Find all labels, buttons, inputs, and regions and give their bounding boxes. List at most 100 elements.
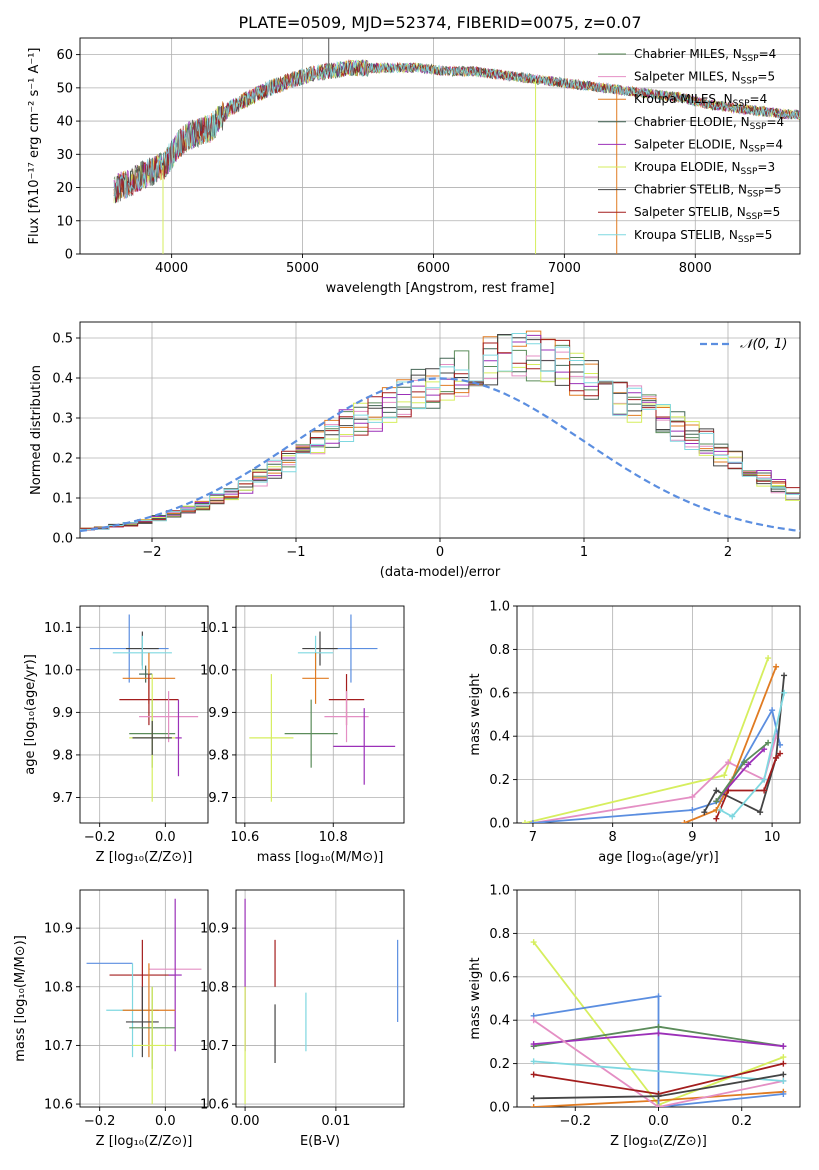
y-tick-label: 10.6 — [200, 1098, 229, 1113]
y-tick-label: 10.8 — [44, 980, 73, 995]
y-tick-label: 0.2 — [489, 1057, 510, 1072]
x-tick-label: 8000 — [679, 261, 712, 276]
legend-entry-sub: SSP — [741, 167, 758, 177]
legend-entry-main: Salpeter MILES, N — [634, 70, 741, 84]
weight-marker — [529, 820, 536, 823]
y-tick-label: 1.0 — [489, 600, 510, 615]
weight-line — [684, 666, 777, 823]
x-tick-label: 0.0 — [648, 1114, 669, 1129]
legend-entry-main: Kroupa ELODIE, N — [634, 160, 741, 174]
x-tick-label: 8 — [609, 830, 617, 845]
mass-vs-ebv-panel: 0.00 0.01 10.6 10.7 10.8 10.9 E(B-V) — [200, 889, 405, 1149]
legend-entry-sub: SSP — [747, 190, 764, 200]
y-axis-label: mass [log₁₀(M/M⊙)] — [13, 935, 28, 1062]
axes-frame — [79, 889, 209, 1108]
y-tick-label: 9.8 — [52, 748, 73, 763]
x-axis-label: E(B-V) — [300, 1134, 340, 1149]
weight-marker — [530, 1104, 537, 1107]
weight-marker — [530, 1058, 537, 1065]
y-tick-label: 0.4 — [52, 372, 73, 387]
weight-marker — [689, 793, 696, 800]
y-axis-label: mass weight — [468, 673, 483, 755]
weight-marker — [761, 746, 768, 753]
weight-marker — [761, 776, 768, 783]
legend-entry: Kroupa MILES, NSSP=4 — [634, 92, 767, 109]
x-tick-label: −0.2 — [84, 830, 116, 845]
legend-entry-tail: =4 — [750, 92, 768, 106]
x-tick-label: 10.8 — [319, 830, 348, 845]
y-tick-label: 10.8 — [200, 980, 229, 995]
y-axis-label: Flux [fλ10⁻¹⁷ erg cm⁻² s⁻¹ A⁻¹] — [27, 48, 42, 245]
y-tick-label: 0.5 — [52, 332, 73, 347]
legend-entry-tail: =3 — [757, 160, 775, 174]
spectrum-lines — [113, 59, 800, 204]
legend-entry-main: Salpeter STELIB, N — [634, 205, 746, 219]
y-axis-label: age [log₁₀(age/yr)] — [23, 654, 38, 775]
y-tick-label: 50 — [56, 81, 73, 96]
legend-entry: Kroupa ELODIE, NSSP=3 — [634, 160, 775, 177]
x-tick-label: 10.6 — [230, 830, 259, 845]
weight-marker — [530, 1095, 537, 1102]
legend-entry-main: Salpeter ELODIE, N — [634, 137, 748, 151]
y-tick-label: 0.0 — [489, 817, 510, 832]
age-vs-mass-panel: 10.6 10.8 9.7 9.8 9.9 10.0 10.1 mass [log₁₀(M/M… — [200, 605, 405, 865]
weight-marker — [713, 787, 720, 794]
x-axis-label: (data-model)/error — [380, 565, 501, 580]
y-tick-label: 0.8 — [489, 643, 510, 658]
weight-marker — [780, 1071, 787, 1078]
weight-marker — [689, 806, 696, 813]
x-tick-label: 0.0 — [155, 830, 176, 845]
y-tick-label: 9.9 — [52, 706, 73, 721]
legend-entry: Chabrier ELODIE, NSSP=4 — [634, 115, 784, 132]
x-tick-label: 0.0 — [155, 1114, 176, 1129]
axes-frame — [235, 605, 405, 824]
weight-marker — [757, 809, 764, 816]
x-tick-label: 7 — [529, 830, 537, 845]
legend-entry-main: Chabrier MILES, N — [634, 47, 742, 61]
legend-entry-sub: SSP — [742, 54, 759, 64]
y-tick-label: 9.9 — [208, 706, 229, 721]
weight-marker — [530, 1041, 537, 1048]
weight-line — [533, 1019, 784, 1107]
weight-marker — [769, 707, 776, 714]
weight-marker — [780, 1043, 787, 1050]
y-tick-label: 0.6 — [489, 686, 510, 701]
y-axis-label: Normed distribution — [29, 365, 44, 495]
normal-curve — [79, 377, 801, 533]
x-tick-label: 7000 — [548, 261, 581, 276]
weight-lines — [521, 655, 788, 823]
y-tick-label: 0.2 — [489, 773, 510, 788]
x-axis-label: Z [log₁₀(Z/Z⊙)] — [610, 1134, 707, 1149]
y-tick-label: 10.7 — [200, 1039, 229, 1054]
weight-marker — [773, 754, 780, 761]
weight-marker — [721, 772, 728, 779]
x-tick-label: −2 — [142, 545, 161, 560]
weight-marker — [530, 939, 537, 946]
errorbar-group — [86, 898, 202, 1105]
legend-entry-tail: =5 — [763, 205, 781, 219]
weight-marker — [655, 993, 662, 1000]
y-tick-label: 0.2 — [52, 452, 73, 467]
weight-marker — [741, 759, 748, 766]
legend-entry-sub: SSP — [746, 212, 763, 222]
axes-frame — [235, 889, 405, 1108]
legend-entry-tail: =4 — [765, 137, 783, 151]
x-tick-label: 0.01 — [321, 1114, 350, 1129]
y-tick-label: 0.6 — [489, 970, 510, 985]
y-tick-label: 10.1 — [200, 621, 229, 636]
weight-marker — [780, 1060, 787, 1067]
errorbar-group — [244, 898, 399, 1105]
x-tick-label: 10 — [764, 830, 781, 845]
y-tick-label: 10.0 — [44, 663, 73, 678]
weight-marker — [655, 1093, 662, 1100]
histogram-series-5 — [80, 352, 800, 529]
figure-title: PLATE=0509, MJD=52374, FIBERID=0075, z=0… — [238, 13, 641, 32]
legend-entry: Salpeter ELODIE, NSSP=4 — [634, 137, 783, 154]
x-axis-label: mass [log₁₀(M/M⊙)] — [257, 850, 384, 865]
legend-entry-sub: SSP — [733, 99, 750, 109]
legend-entry-main: Chabrier STELIB, N — [634, 183, 747, 197]
legend-entry: Chabrier MILES, NSSP=4 — [634, 47, 776, 64]
x-tick-label: 6000 — [417, 261, 450, 276]
